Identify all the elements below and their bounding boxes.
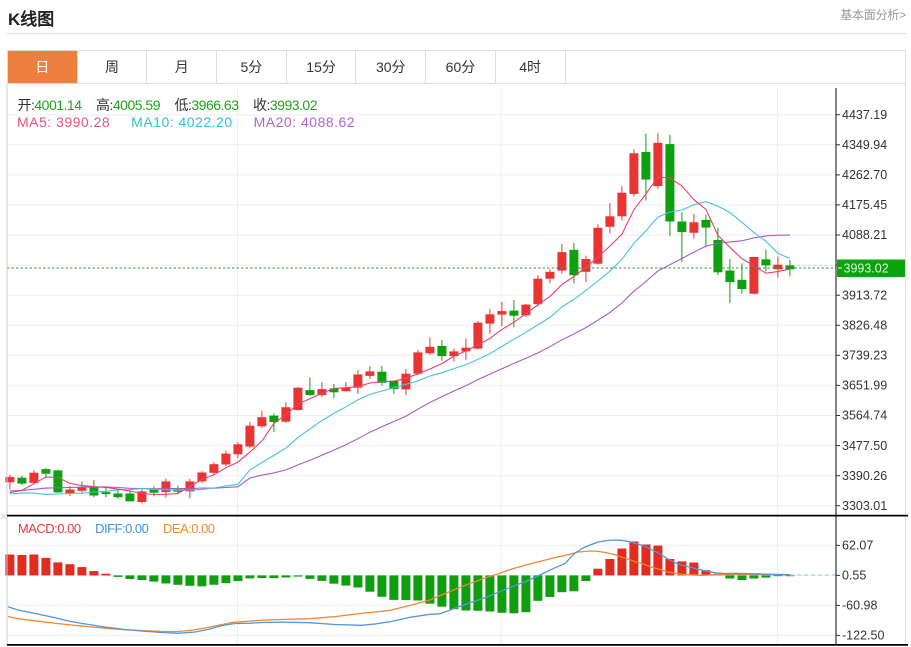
svg-text:4175.45: 4175.45	[842, 198, 887, 212]
svg-text:62.07: 62.07	[842, 539, 873, 553]
svg-text:3651.99: 3651.99	[842, 379, 887, 393]
svg-text:3993.02: 3993.02	[844, 262, 889, 276]
svg-text:3564.74: 3564.74	[842, 409, 887, 423]
svg-text:4349.94: 4349.94	[842, 138, 887, 152]
svg-text:0.55: 0.55	[842, 569, 866, 583]
svg-text:-122.50: -122.50	[842, 629, 884, 643]
svg-text:3477.50: 3477.50	[842, 439, 887, 453]
svg-text:3913.72: 3913.72	[842, 288, 887, 302]
svg-text:3826.48: 3826.48	[842, 319, 887, 333]
svg-text:3739.23: 3739.23	[842, 349, 887, 363]
svg-text:3303.01: 3303.01	[842, 499, 887, 513]
svg-text:3390.26: 3390.26	[842, 469, 887, 483]
svg-text:4437.19: 4437.19	[842, 108, 887, 122]
svg-text:4262.70: 4262.70	[842, 168, 887, 182]
svg-text:-60.98: -60.98	[842, 599, 877, 613]
svg-text:4088.21: 4088.21	[842, 228, 887, 242]
